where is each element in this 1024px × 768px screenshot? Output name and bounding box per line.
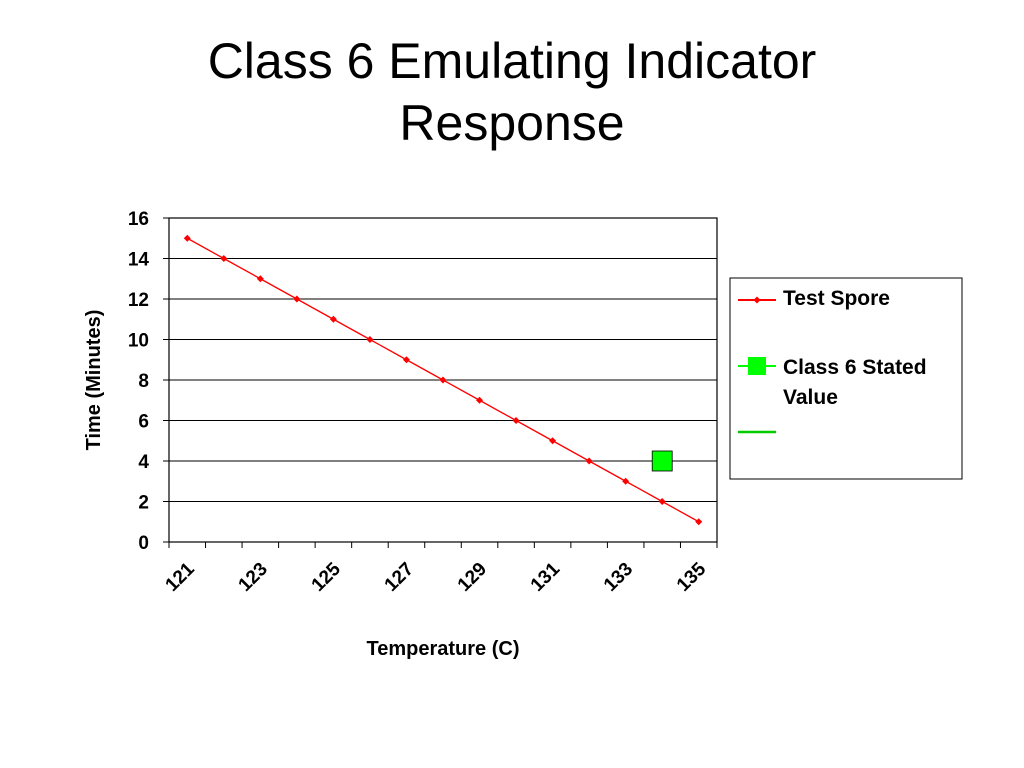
y-tick-label: 8 (138, 371, 149, 392)
data-point (329, 315, 337, 323)
y-tick-label: 16 (128, 209, 149, 230)
data-point (658, 498, 666, 505)
y-tick-label: 12 (128, 290, 149, 311)
data-point (476, 396, 484, 404)
x-tick-label: 121 (162, 558, 200, 596)
series-layer (183, 234, 703, 526)
x-tick-label: 133 (600, 559, 637, 596)
x-axis-label: Temperature (C) (367, 638, 520, 660)
data-point (293, 295, 301, 303)
y-tick-label: 6 (138, 412, 149, 433)
y-axis-label: Time (Minutes) (83, 310, 105, 451)
stated-value-point (651, 450, 673, 472)
data-point (549, 437, 557, 445)
slide-title: Class 6 Emulating Indicator Response (0, 30, 1024, 154)
data-point (512, 417, 520, 424)
y-tick-label: 10 (128, 331, 149, 352)
x-tick-label: 135 (673, 558, 711, 596)
legend-items: Test Spore Class 6 Stated Value (738, 287, 927, 434)
x-axis-ticks: 121 123 125 127 129 131 133 135 (162, 542, 718, 596)
data-point (402, 356, 410, 364)
y-axis-ticks: 0 2 4 6 8 10 12 14 16 (128, 209, 169, 554)
legend-box (729, 277, 963, 480)
x-tick-label: 127 (381, 559, 418, 596)
x-tick-label: 129 (454, 559, 491, 596)
data-point (220, 255, 228, 262)
data-point (183, 234, 191, 242)
data-point (439, 376, 447, 384)
y-tick-label: 14 (128, 250, 150, 271)
x-tick-label: 125 (308, 558, 346, 596)
y-tick-label: 0 (138, 533, 149, 554)
legend-marker (748, 357, 766, 375)
legend-label: Class 6 Stated Value (783, 356, 927, 409)
y-tick-label: 4 (138, 452, 149, 473)
data-point (622, 477, 630, 485)
data-point (256, 275, 264, 283)
x-tick-label: 131 (527, 558, 565, 596)
slide-title-line-1: Class 6 Emulating Indicator (207, 33, 817, 89)
data-point (695, 518, 703, 526)
legend: Test Spore Class 6 Stated Value (729, 277, 963, 480)
data-point (585, 457, 593, 465)
data-point (366, 336, 374, 343)
gridlines (169, 258, 717, 502)
legend-label: Test Spore (783, 287, 890, 310)
y-tick-label: 2 (138, 493, 149, 514)
x-tick-label: 123 (235, 559, 272, 596)
legend-marker (753, 296, 761, 304)
slide-title-line-2: Response (399, 95, 625, 151)
